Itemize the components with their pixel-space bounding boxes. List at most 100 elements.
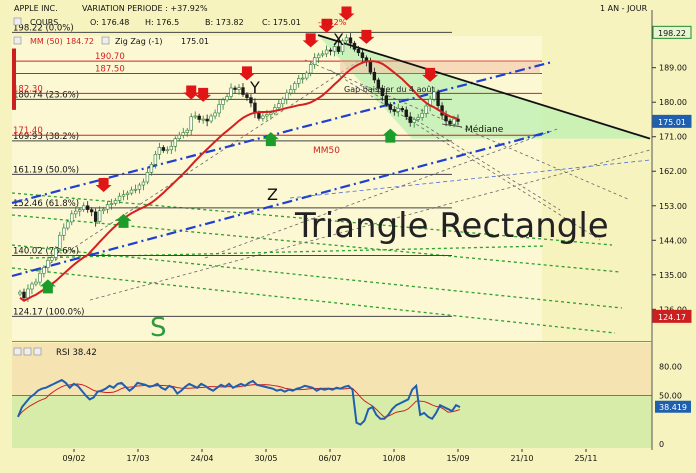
buy-signal-arrow-1: [115, 213, 132, 228]
price-box-2: [652, 309, 692, 323]
fibo-label-6: 124.17 (100.0%): [13, 307, 85, 317]
candle-body-48: [209, 115, 213, 122]
candle-body-9: [54, 248, 58, 258]
candle-body-50: [217, 104, 221, 114]
candle-body-56: [241, 87, 245, 95]
candle-body-105: [436, 91, 440, 106]
fibo-label-1: 180.74 (23.6%): [13, 90, 79, 100]
header-high: H: 176.5: [145, 18, 179, 27]
header-mm-value: 184.72: [66, 37, 94, 46]
candle-body-63: [269, 112, 273, 115]
candle-body-0: [18, 291, 22, 295]
candle-body-102: [424, 105, 428, 114]
price-box-0: [652, 25, 692, 39]
candle-body-12: [66, 221, 70, 229]
candle-body-55: [237, 87, 241, 90]
sell-signal-arrow-7: [358, 29, 375, 44]
resistance-label-0: 190.70: [95, 52, 125, 62]
candle-body-22: [105, 204, 110, 210]
candle-body-73: [308, 64, 313, 74]
candle-body-61: [261, 115, 265, 119]
rsi-value-box: [655, 400, 691, 413]
candle-body-80: [336, 46, 341, 52]
header-open: O: 176.48: [90, 18, 129, 27]
fibo-label-5: 140.02 (78.6%): [13, 247, 79, 257]
candle-body-3: [30, 283, 34, 290]
candle-body-32: [145, 172, 150, 183]
channel-upper: [11, 60, 553, 205]
candle-body-29: [133, 188, 138, 191]
candle-body-107: [444, 114, 448, 122]
candle-body-38: [169, 146, 174, 151]
candle-body-109: [452, 118, 456, 125]
price-box-1: [652, 114, 692, 128]
header-low: B: 173.82: [205, 18, 244, 27]
header-cours: COURS: [30, 18, 58, 27]
candle-body-83: [348, 37, 353, 44]
sell-signal-arrow-8: [422, 67, 439, 82]
candle-body-72: [304, 72, 309, 79]
candle-body-23: [109, 203, 114, 205]
sell-signal-arrow-4: [302, 33, 319, 48]
candle-body-2: [26, 288, 30, 299]
candle-body-49: [213, 112, 217, 117]
rsi-lower-zone: [12, 395, 652, 448]
candle-body-77: [324, 49, 329, 55]
fibo-label-2: 169.93 (38.2%): [13, 132, 79, 142]
buy-signal-arrow-0: [39, 279, 56, 294]
candle-body-27: [125, 192, 130, 195]
header-zz-label: Zig Zag (-1): [115, 37, 163, 46]
candle-body-93: [388, 104, 393, 110]
x-tick-label-5: 10/08: [382, 454, 405, 463]
channel-median-ext: [289, 159, 651, 199]
candle-body-67: [285, 92, 289, 100]
fibo-label-3: 161.19 (50.0%): [13, 165, 79, 175]
rsi-line: [17, 378, 461, 426]
mm-settings-icon: [13, 36, 22, 45]
y-tick-label-1: 180.00: [659, 98, 687, 107]
candle-body-8: [50, 257, 54, 261]
candle-body-43: [189, 116, 193, 131]
pattern-label-x: X: [333, 30, 344, 49]
rsi-title: RSI 38.42: [56, 348, 97, 358]
y-tick-label-2: 171.00: [659, 133, 687, 142]
candle-body-70: [297, 78, 301, 84]
left-red-marker: [12, 48, 16, 110]
settings-icon: [13, 17, 22, 26]
channel-lower: [11, 129, 553, 278]
candle-body-5: [38, 272, 42, 283]
sell-signal-arrow-6: [338, 6, 355, 21]
candle-body-58: [249, 97, 253, 104]
candle-body-101: [420, 113, 424, 118]
candle-body-68: [289, 89, 293, 94]
support-trendline-3: [11, 267, 616, 334]
mm50-label: MM50: [313, 146, 340, 156]
candle-body-40: [177, 134, 181, 139]
candle-body-26: [121, 194, 126, 197]
candle-body-69: [293, 83, 297, 90]
candle-body-65: [277, 103, 281, 108]
fan-line-4: [329, 69, 601, 241]
candle-body-44: [193, 115, 197, 118]
header-zz-value: 175.01: [181, 37, 209, 46]
chart-title: Triangle Rectangle: [294, 206, 609, 246]
candle-body-19: [93, 211, 98, 222]
candle-body-89: [372, 71, 377, 81]
candle-body-92: [384, 95, 389, 105]
x-tick-label-8: 25/11: [574, 454, 597, 463]
candle-body-95: [396, 108, 400, 112]
candle-body-59: [253, 102, 257, 114]
candle-body-82: [344, 37, 349, 42]
candle-body-39: [173, 138, 177, 147]
x-tick-label-4: 06/07: [318, 454, 341, 463]
candle-body-14: [74, 210, 78, 215]
candle-body-34: [153, 154, 158, 165]
triangle-resistance-line: [317, 34, 651, 140]
sell-signal-arrow-1: [183, 85, 200, 100]
candle-body-71: [301, 77, 305, 80]
candle-body-20: [97, 210, 102, 222]
y-tick-label-3: 162.00: [659, 167, 687, 176]
candle-body-76: [320, 53, 325, 56]
